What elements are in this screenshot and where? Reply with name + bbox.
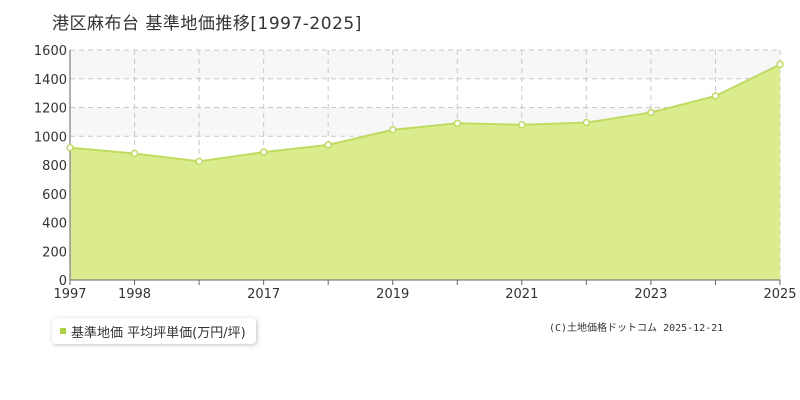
- y-tick-label: 400: [42, 217, 67, 232]
- data-point: [130, 149, 139, 158]
- x-tick-label: 2021: [505, 287, 538, 302]
- series-area: [70, 64, 780, 281]
- data-point: [66, 144, 74, 152]
- y-tick-label: 800: [42, 159, 67, 174]
- credit-text: (C)土地価格ドットコム 2025-12-21: [549, 323, 724, 334]
- series-line: [69, 63, 781, 163]
- x-tick-label: 2025: [763, 287, 796, 302]
- data-point: [647, 108, 655, 117]
- data-point: [711, 92, 720, 100]
- x-tick-label: 1997: [53, 287, 86, 302]
- y-tick-label: 1600: [34, 44, 67, 59]
- legend-label: 基準地価 平均坪単価(万円/坪): [71, 325, 246, 341]
- data-point: [388, 126, 397, 134]
- y-tick-label: 200: [42, 245, 67, 260]
- legend-swatch: [60, 328, 66, 334]
- legend: 基準地価 平均坪単価(万円/坪): [52, 318, 256, 344]
- y-tick-label: 1000: [34, 130, 67, 145]
- y-tick-label: 0: [59, 274, 67, 289]
- y-tick-label: 600: [42, 188, 67, 203]
- x-tick-label: 1998: [118, 287, 151, 302]
- data-point: [259, 148, 268, 156]
- grid-band: [70, 50, 780, 79]
- data-point: [324, 141, 332, 149]
- data-point: [518, 121, 526, 129]
- x-tick-label: 2023: [634, 287, 667, 302]
- data-point: [195, 157, 203, 166]
- data-point: [776, 60, 784, 69]
- data-point: [582, 118, 591, 127]
- x-tick-label: 2017: [247, 287, 280, 302]
- chart-title: 港区麻布台 基準地価推移[1997-2025]: [52, 14, 362, 34]
- y-tick-label: 1200: [34, 102, 67, 117]
- y-tick-label: 1400: [34, 73, 67, 88]
- data-point: [453, 119, 462, 128]
- x-tick-label: 2019: [376, 287, 409, 302]
